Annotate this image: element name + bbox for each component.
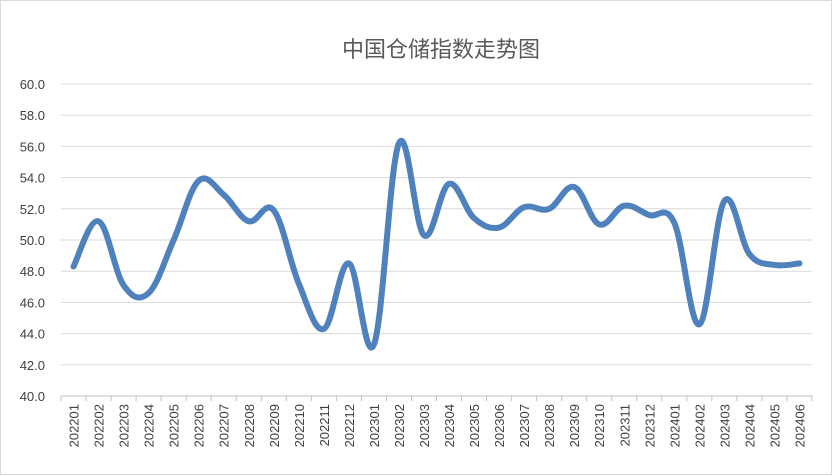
x-tick-label: 202304	[442, 404, 457, 447]
x-tick-label: 202406	[792, 404, 807, 447]
data-point-202310	[596, 221, 602, 227]
y-tick-label: 56.0	[20, 139, 45, 154]
x-tick-label: 202212	[342, 404, 357, 447]
data-point-202207	[221, 192, 227, 198]
y-tick-label: 46.0	[20, 295, 45, 310]
data-point-202311	[621, 203, 627, 209]
data-point-202211	[321, 326, 327, 332]
data-point-202305	[471, 215, 477, 221]
x-tick-label: 202203	[117, 404, 132, 447]
data-point-202308	[546, 206, 552, 212]
series-line	[70, 137, 803, 351]
x-axis-ticks: 202201 202202 202203 202204 202205 202206 2022…	[60, 396, 813, 447]
data-point-202209	[271, 207, 277, 213]
x-tick-label: 202312	[642, 404, 657, 447]
x-tick-label: 202204	[142, 404, 157, 447]
data-point-202206	[196, 178, 202, 184]
data-point-202406	[796, 260, 802, 266]
data-point-202302	[396, 140, 402, 146]
x-tick-label: 202308	[542, 404, 557, 447]
series-layer	[70, 137, 803, 351]
x-tick-label: 202211	[317, 404, 332, 446]
data-point-202309	[571, 184, 577, 190]
x-tick-label: 202401	[667, 404, 682, 447]
x-tick-label: 202202	[92, 404, 107, 447]
data-point-202304	[446, 181, 452, 187]
x-tick-label: 202208	[242, 404, 257, 447]
data-point-202312	[646, 212, 652, 218]
y-tick-label: 42.0	[20, 358, 45, 373]
y-tick-label: 40.0	[20, 389, 45, 404]
y-tick-label: 44.0	[20, 327, 45, 342]
x-tick-label: 202301	[367, 404, 382, 447]
y-tick-label: 50.0	[20, 233, 45, 248]
chart-title: 中国仓储指数走势图	[342, 38, 540, 63]
data-point-202307	[521, 204, 527, 210]
x-tick-label: 202201	[67, 404, 82, 447]
data-point-202203	[121, 282, 127, 288]
data-point-202401	[671, 220, 677, 226]
x-tick-label: 202303	[417, 404, 432, 447]
data-point-202303	[421, 232, 427, 238]
data-point-202306	[496, 225, 502, 231]
data-point-202405	[771, 262, 777, 268]
x-tick-label: 202210	[292, 404, 307, 447]
data-point-202205	[171, 237, 177, 243]
x-tick-label: 202310	[592, 404, 607, 447]
data-point-202301	[371, 342, 377, 348]
data-point-202202	[96, 218, 102, 224]
x-tick-label: 202309	[567, 404, 582, 447]
data-point-202201	[71, 264, 77, 270]
data-point-202212	[346, 260, 352, 266]
x-tick-label: 202403	[717, 404, 732, 447]
data-point-202210	[296, 281, 302, 287]
x-tick-label: 202305	[467, 404, 482, 447]
data-point-202208	[246, 218, 252, 224]
x-tick-label: 202302	[392, 404, 407, 447]
data-point-202204	[146, 290, 152, 296]
x-tick-label: 202205	[167, 404, 182, 447]
x-tick-label: 202307	[517, 404, 532, 447]
data-point-202403	[721, 198, 727, 204]
y-axis-ticks: 40.0 42.0 44.0 46.0 48.0 50.0 52.0 54.0 56.0 58.0…	[20, 77, 45, 404]
y-tick-label: 52.0	[20, 202, 45, 217]
data-point-202402	[696, 321, 702, 327]
x-tick-label: 202206	[192, 404, 207, 447]
x-tick-label: 202405	[767, 404, 782, 447]
data-point-202404	[746, 251, 752, 257]
y-tick-label: 54.0	[20, 171, 45, 186]
x-tick-label: 202207	[217, 404, 232, 447]
x-tick-label: 202306	[492, 404, 507, 447]
y-tick-label: 48.0	[20, 264, 45, 279]
y-tick-label: 60.0	[20, 77, 45, 92]
x-tick-label: 202209	[267, 404, 282, 447]
x-tick-label: 202402	[692, 404, 707, 447]
y-tick-label: 58.0	[20, 108, 45, 123]
x-tick-label: 202404	[742, 404, 757, 447]
x-tick-label: 202311	[617, 404, 632, 446]
